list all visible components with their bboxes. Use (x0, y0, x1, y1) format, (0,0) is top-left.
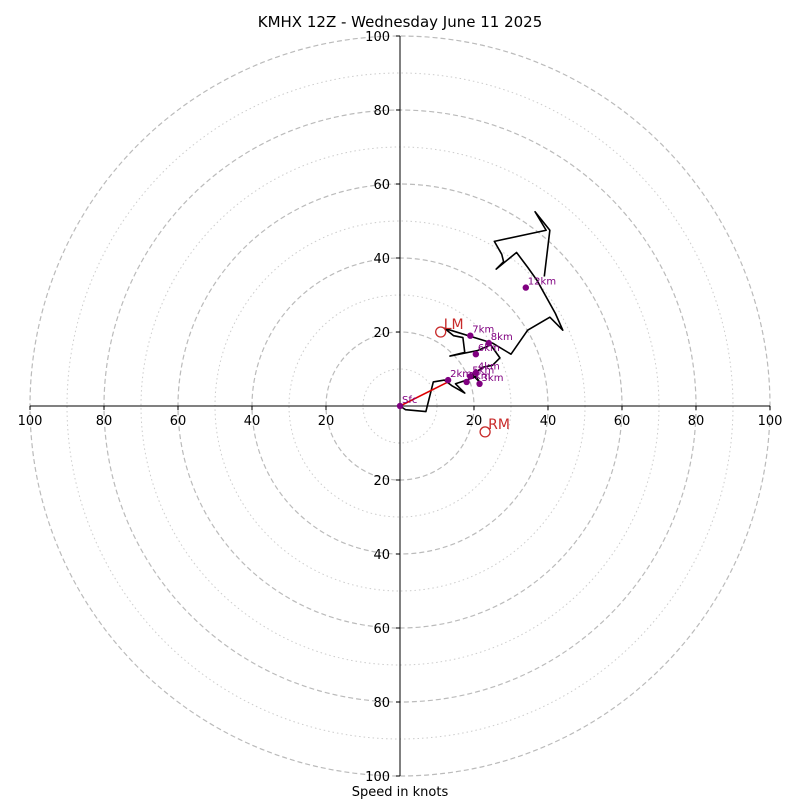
x-tick-label: 20 (318, 414, 335, 429)
y-tick-label: 40 (373, 252, 390, 267)
storm-motion-marker-rm (479, 426, 491, 438)
x-tick-label: 100 (758, 414, 783, 429)
x-tick-label: 80 (688, 414, 705, 429)
height-label-5km: 5km (472, 365, 494, 376)
storm-motion-marker-lm (435, 326, 447, 338)
storm-motion-label-rm: RM (488, 417, 510, 433)
height-label-12km: 12km (528, 277, 556, 288)
x-tick-label: 40 (540, 414, 557, 429)
height-label-7km: 7km (472, 325, 494, 336)
height-label-6km: 6km (478, 343, 500, 354)
height-point-6km (472, 351, 480, 358)
y-tick-label: 80 (373, 696, 390, 711)
height-point-5km (467, 373, 474, 380)
x-tick-label: 60 (614, 414, 631, 429)
height-point-2km (444, 376, 452, 384)
y-tick-label: 80 (373, 104, 390, 119)
height-point-4km (472, 369, 480, 376)
y-tick-label: 60 (373, 622, 390, 637)
x-tick-label: 60 (170, 414, 187, 429)
y-tick-label: 40 (373, 548, 390, 563)
x-tick-label: 40 (244, 414, 261, 429)
height-label-4km: 4km (478, 362, 500, 373)
y-tick-label: 100 (365, 770, 390, 785)
storm-motion-label-lm: LM (444, 317, 464, 333)
height-point-7km (467, 332, 474, 339)
shear-vector-line (399, 381, 449, 407)
chart-title: KMHX 12Z - Wednesday June 11 2025 (258, 13, 543, 31)
y-tick-label: 60 (373, 178, 390, 193)
height-label-3km: 3km (482, 373, 504, 384)
x-tick-label: 20 (466, 414, 483, 429)
height-label-8km: 8km (491, 332, 513, 343)
y-tick-label: 20 (373, 474, 390, 489)
height-point-3km (476, 380, 483, 387)
height-point-1km (463, 378, 470, 386)
wind-traces (399, 210, 564, 413)
height-point-8km (485, 339, 492, 347)
height-label-2km: 2km (450, 369, 472, 380)
y-tick-label: 100 (365, 30, 390, 45)
x-tick-label: 80 (96, 414, 113, 429)
height-label-1km: 1km (469, 371, 491, 382)
hodograph-trace-line (399, 210, 564, 413)
x-tick-label: 100 (18, 414, 43, 429)
x-axis-label: Speed in knots (352, 785, 449, 800)
height-point-12km (522, 284, 529, 291)
tick-labels: 20 20 20 20 40 40 40 40 60 60 60 60 80 80 80 80 100 100 10… (18, 30, 783, 785)
height-label-sfc: Sfc (402, 395, 417, 406)
y-tick-label: 20 (373, 326, 390, 341)
height-point-sfc (396, 402, 404, 410)
